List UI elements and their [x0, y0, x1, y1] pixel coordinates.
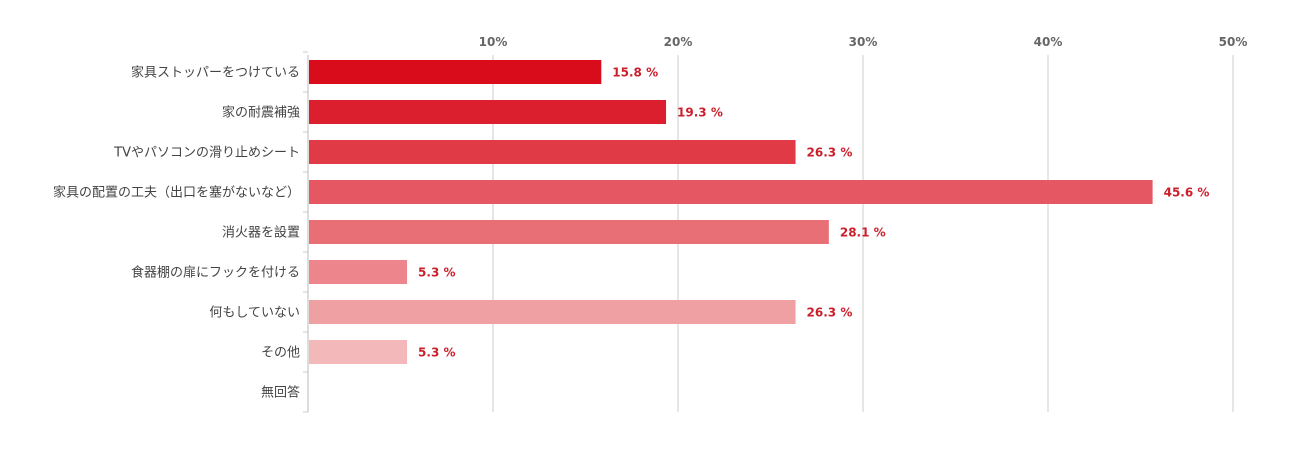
bar	[309, 60, 602, 84]
category-label: TVやパソコンの滑り止めシート	[113, 146, 300, 161]
data-label: 45.6 %	[1164, 186, 1210, 200]
category-label: 家具ストッパーをつけている	[131, 65, 300, 81]
bar	[309, 140, 796, 164]
bar	[309, 100, 667, 124]
data-label: 26.3 %	[807, 146, 853, 160]
data-label: 28.1 %	[840, 226, 886, 240]
bar	[309, 300, 796, 324]
category-label: その他	[261, 346, 300, 361]
x-tick-label: 10%	[479, 35, 508, 49]
data-label: 19.3 %	[677, 106, 723, 120]
category-label: 家の耐震補強	[222, 105, 300, 121]
data-label: 5.3 %	[418, 266, 455, 280]
data-label: 26.3 %	[807, 306, 853, 320]
bar	[309, 220, 829, 244]
bar-layer	[309, 60, 1153, 364]
bar	[309, 340, 408, 364]
category-label: 家具の配置の工夫（出口を塞がないなど）	[53, 185, 300, 201]
data-label: 5.3 %	[418, 346, 455, 360]
x-tick-label: 50%	[1219, 35, 1248, 49]
bar	[309, 180, 1153, 204]
grid-layer	[303, 51, 1234, 413]
x-tick-label: 30%	[849, 35, 878, 49]
category-label: 食器棚の扉にフックを付ける	[131, 265, 300, 281]
bar	[309, 260, 408, 284]
category-label: 無回答	[261, 385, 300, 401]
x-tick-label: 40%	[1034, 35, 1063, 49]
data-label: 15.8 %	[612, 66, 658, 80]
category-label: 消火器を設置	[222, 225, 300, 241]
label-layer: 10% 20% 30% 40% 50% 家具ストッパーをつけている 15.8 % 家の耐震補強…	[53, 35, 1247, 401]
category-label: 何もしていない	[209, 305, 300, 321]
x-tick-label: 20%	[664, 35, 693, 49]
